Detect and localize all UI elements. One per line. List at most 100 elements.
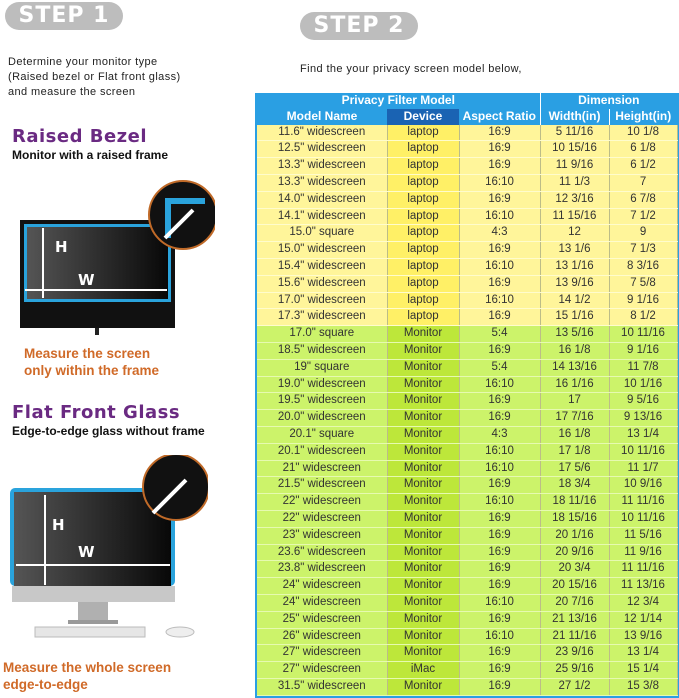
- model-name-cell: 22" widescreen: [257, 493, 388, 511]
- raised-bezel-subtitle: Monitor with a raised frame: [12, 148, 169, 162]
- step2-instruction: Find the your privacy screen model below…: [300, 63, 522, 75]
- height-cell: 11 5/16: [609, 527, 678, 545]
- model-name-cell: 24" widescreen: [257, 594, 388, 612]
- model-name-cell: 26" widescreen: [257, 628, 388, 646]
- model-name-cell: 23.6" widescreen: [257, 544, 388, 562]
- col-device: Device: [387, 108, 459, 125]
- height-cell: 9 13/16: [609, 409, 678, 427]
- height-cell: 9 5/16: [609, 392, 678, 411]
- aspect-ratio-cell: 16:9: [459, 678, 541, 696]
- width-cell: 16 1/8: [540, 426, 610, 444]
- model-name-cell: 15.4" widescreen: [257, 258, 388, 276]
- device-cell: Monitor: [387, 476, 460, 495]
- height-cell: 6 1/8: [609, 140, 678, 159]
- aspect-ratio-cell: 16:10: [459, 174, 541, 192]
- col-aspect-ratio: Aspect Ratio: [459, 108, 541, 125]
- device-cell: laptop: [387, 292, 460, 310]
- width-cell: 17 5/6: [540, 460, 610, 478]
- model-name-cell: 12.5" widescreen: [257, 140, 388, 159]
- aspect-ratio-cell: 16:9: [459, 124, 541, 142]
- width-cell: 21 13/16: [540, 611, 610, 629]
- aspect-ratio-cell: 16:9: [459, 510, 541, 528]
- table-row: 23" widescreen Monitor 16:9 20 1/16 11 5/16: [257, 527, 678, 545]
- aspect-ratio-cell: 16:10: [459, 208, 541, 226]
- aspect-ratio-cell: 16:9: [459, 392, 541, 411]
- model-name-cell: 18.5" widescreen: [257, 342, 388, 360]
- aspect-ratio-cell: 16:9: [459, 409, 541, 427]
- flat-glass-monitor-illustration: H W: [10, 455, 208, 638]
- aspect-ratio-cell: 5:4: [459, 325, 541, 343]
- height-cell: 10 1/8: [609, 124, 678, 142]
- table-row: 23.6" widescreen Monitor 16:9 20 9/16 11 9/1…: [257, 544, 678, 562]
- device-cell: Monitor: [387, 359, 460, 377]
- aspect-ratio-cell: 16:10: [459, 376, 541, 394]
- width-cell: 20 3/4: [540, 560, 610, 579]
- table-row: 27" widescreen iMac 16:9 25 9/16 15 1/4: [257, 661, 678, 679]
- width-cell: 23 9/16: [540, 644, 610, 663]
- width-cell: 10 15/16: [540, 140, 610, 159]
- aspect-ratio-cell: 16:9: [459, 157, 541, 175]
- height-cell: 10 11/16: [609, 510, 678, 528]
- width-cell: 18 11/16: [540, 493, 610, 511]
- device-cell: Monitor: [387, 460, 460, 478]
- height-cell: 10 1/16: [609, 376, 678, 394]
- width-cell: 13 9/16: [540, 275, 610, 293]
- width-cell: 16 1/8: [540, 342, 610, 360]
- height-cell: 11 13/16: [609, 577, 678, 595]
- table-row: 26" widescreen Monitor 16:10 21 11/16 13 9/1…: [257, 628, 678, 646]
- raised-bezel-monitor-illustration: H W: [20, 180, 215, 335]
- height-cell: 8 1/2: [609, 308, 678, 327]
- width-cell: 12: [540, 224, 610, 243]
- device-cell: Monitor: [387, 493, 460, 511]
- col-height: Height(in): [609, 108, 678, 125]
- privacy-filter-table: Privacy Filter Model Dimension Model Nam…: [255, 93, 679, 698]
- device-cell: Monitor: [387, 560, 460, 579]
- device-cell: laptop: [387, 174, 460, 192]
- flat-glass-title: Flat Front Glass: [12, 402, 181, 423]
- note-line: edge-to-edge: [3, 677, 88, 692]
- model-name-cell: 21.5" widescreen: [257, 476, 388, 495]
- table-row: 17.3" widescreen laptop 16:9 15 1/16 8 1/2: [257, 308, 678, 327]
- table-row: 22" widescreen Monitor 16:9 18 15/16 10 11/1…: [257, 510, 678, 528]
- note-line: Measure the screen: [24, 346, 151, 361]
- device-cell: laptop: [387, 275, 460, 293]
- aspect-ratio-cell: 16:9: [459, 342, 541, 360]
- width-label: W: [78, 271, 95, 289]
- height-cell: 15 3/8: [609, 678, 678, 696]
- height-cell: 12 1/14: [609, 611, 678, 629]
- model-name-cell: 20.0" widescreen: [257, 409, 388, 427]
- height-cell: 7 1/3: [609, 241, 678, 259]
- height-label: H: [52, 516, 65, 534]
- aspect-ratio-cell: 16:9: [459, 527, 541, 545]
- device-cell: Monitor: [387, 325, 460, 343]
- device-cell: laptop: [387, 208, 460, 226]
- col-model-name: Model Name: [257, 108, 387, 125]
- arrow-icon: [163, 208, 195, 240]
- width-cell: 15 1/16: [540, 308, 610, 327]
- model-name-cell: 25" widescreen: [257, 611, 388, 629]
- device-cell: laptop: [387, 308, 460, 327]
- device-cell: Monitor: [387, 628, 460, 646]
- width-label: W: [78, 543, 95, 561]
- width-cell: 17 1/8: [540, 443, 610, 461]
- aspect-ratio-cell: 16:9: [459, 308, 541, 327]
- width-cell: 17: [540, 392, 610, 411]
- height-cell: 9 1/16: [609, 292, 678, 310]
- raised-bezel-note: Measure the screen only within the frame: [24, 345, 159, 379]
- width-cell: 13 1/6: [540, 241, 610, 259]
- device-cell: Monitor: [387, 594, 460, 612]
- height-cell: 6 7/8: [609, 191, 678, 209]
- aspect-ratio-cell: 5:4: [459, 359, 541, 377]
- aspect-ratio-cell: 16:10: [459, 258, 541, 276]
- model-name-cell: 17.3" widescreen: [257, 308, 388, 327]
- model-name-cell: 15.6" widescreen: [257, 275, 388, 293]
- table-row: 19" square Monitor 5:4 14 13/16 11 7/8: [257, 359, 678, 377]
- height-cell: 12 3/4: [609, 594, 678, 612]
- width-cell: 25 9/16: [540, 661, 610, 679]
- height-cell: 11 1/7: [609, 460, 678, 478]
- table-row: 21" widescreen Monitor 16:10 17 5/6 11 1/7: [257, 460, 678, 478]
- table-row: 21.5" widescreen Monitor 16:9 18 3/4 10 9/16: [257, 476, 678, 495]
- aspect-ratio-cell: 16:9: [459, 544, 541, 562]
- intro-line: Determine your monitor type: [8, 56, 158, 68]
- height-label: H: [55, 238, 68, 256]
